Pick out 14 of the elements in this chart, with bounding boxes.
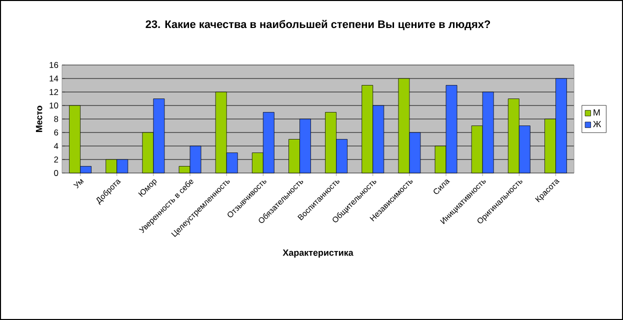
legend-label: Ж: [593, 120, 602, 128]
y-tick-label: 6: [54, 130, 58, 136]
y-tick-label: 16: [50, 62, 58, 68]
y-tick-label: 2: [54, 156, 58, 162]
y-tick-label: 8: [54, 116, 58, 122]
y-tick-label: 0: [54, 170, 58, 176]
y-tick-label: 10: [50, 102, 58, 108]
legend-label: М: [594, 109, 600, 116]
x-axis-title: Характеристика: [282, 250, 354, 258]
y-tick-label: 14: [50, 76, 58, 82]
y-axis-title: Место: [36, 106, 42, 132]
y-tick-label: 4: [54, 143, 58, 149]
chart-title: 23. Какие качества в наибольшей степени Вы цените в людях?: [146, 20, 490, 30]
y-tick-label: 12: [50, 89, 58, 95]
